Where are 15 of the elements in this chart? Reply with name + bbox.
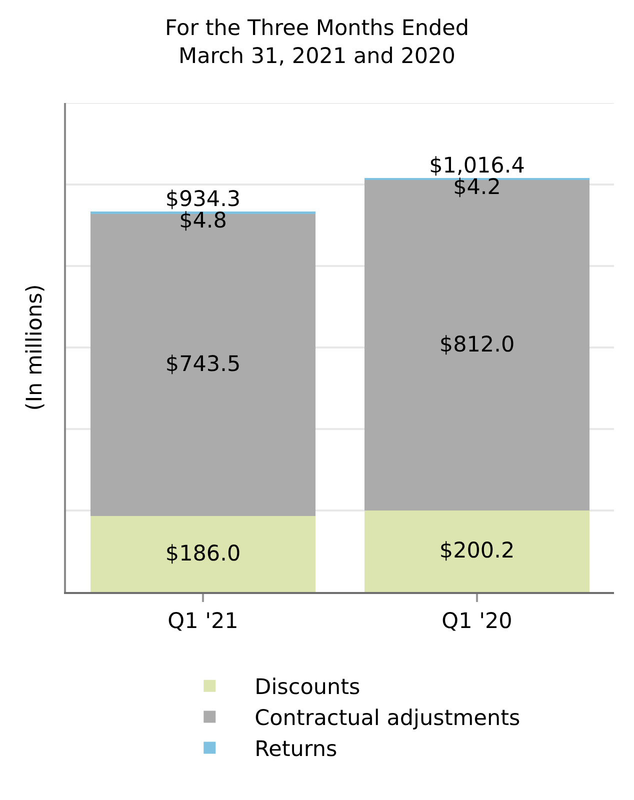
bar [364,180,590,510]
legend-label: Returns [254,737,338,762]
chart-title: For the Three Months Ended March 31, 2021 and 2020 [164,16,470,70]
legend-label: Contractual adjustments [254,706,520,732]
legend-label: Discounts [254,675,360,700]
data-label: $812.0 [439,332,515,358]
x-tick-label: Q1 '20 [442,608,512,634]
x-tick-label: Q1 '21 [168,608,238,634]
data-label: $743.5 [165,352,241,378]
bar [364,510,590,592]
y-axis-title: (In millions) [22,284,48,411]
bar [90,213,316,516]
bar [90,516,316,592]
data-label: $186.0 [165,542,241,567]
data-label: $200.2 [439,538,515,564]
